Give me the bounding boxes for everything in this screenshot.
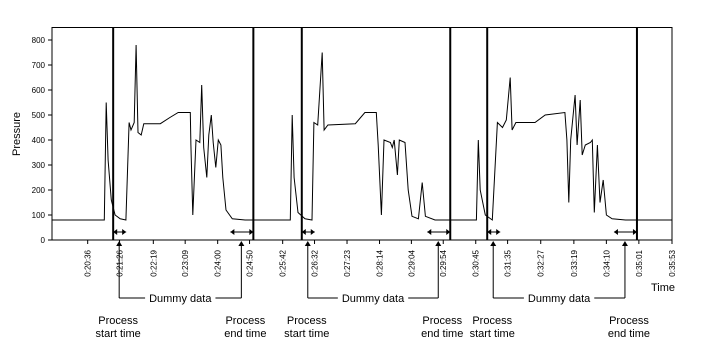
start-label: start time [284,328,329,340]
start-label: start time [96,328,141,340]
y-tick-label: 400 [32,136,46,145]
x-tick-label: 0:27:23 [343,249,352,276]
x-tick-label: 0:35:53 [668,249,677,276]
end-label: Process [225,315,265,327]
y-tick-label: 600 [32,86,46,95]
x-tick-label: 0:28:14 [376,249,385,276]
y-tick-label: 0 [41,236,46,245]
y-tick-label: 200 [32,186,46,195]
x-axis-label: Time [651,282,675,294]
y-tick-label: 800 [32,36,46,45]
x-tick-label: 0:25:42 [279,249,288,276]
pointer [238,241,245,246]
x-tick-label: 0:33:19 [570,249,579,276]
arrow-head [487,229,501,235]
plot-frame [51,27,673,241]
start-label: Process [472,315,512,327]
y-axis-label: Pressure [11,112,23,156]
dummy-label: Dummy data [528,293,591,305]
end-label: end time [224,328,266,340]
x-tick-label: 0:24:00 [214,249,223,276]
dummy-label: Dummy data [342,293,405,305]
pressure-line [52,44,672,221]
pointer [621,241,628,246]
x-tick-label: 0:23:09 [181,249,190,276]
end-label: end time [608,328,650,340]
end-label: Process [422,315,462,327]
y-tick-label: 300 [32,161,46,170]
y-tick-label: 100 [32,211,46,220]
start-label: Process [98,315,138,327]
y-tick-label: 700 [32,61,46,70]
dummy-label: Dummy data [149,293,212,305]
pointer [116,241,123,246]
end-label: Process [609,315,649,327]
x-tick-label: 0:21:26 [116,249,125,276]
pointer [490,241,497,246]
start-label: start time [470,328,515,340]
start-label: Process [287,315,327,327]
x-tick-label: 0:29:04 [407,249,416,276]
x-tick-label: 0:35:01 [635,249,644,276]
x-tick-label: 0:24:50 [246,249,255,276]
x-tick-label: 0:32:27 [537,249,546,276]
x-tick-label: 0:22:19 [149,249,158,276]
x-tick-label: 0:30:45 [472,249,481,276]
x-tick-label: 0:29:54 [439,249,448,276]
pointer [435,241,442,246]
end-label: end time [421,328,463,340]
x-tick-label: 0:26:32 [311,249,320,276]
arrow-head [301,229,315,235]
x-tick-label: 0:20:36 [84,249,93,276]
arrow-head [113,229,127,235]
x-tick-label: 0:34:10 [602,249,611,276]
x-tick-label: 0:31:35 [504,249,513,276]
pointer [304,241,311,246]
y-tick-label: 500 [32,111,46,120]
